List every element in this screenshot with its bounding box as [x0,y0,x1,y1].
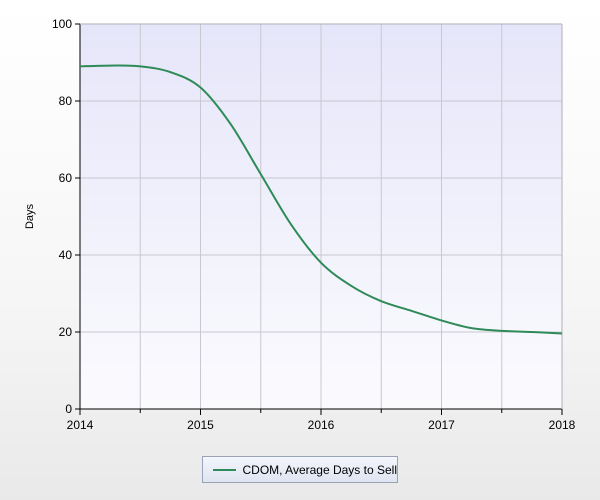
x-tick-label: 2017 [428,418,455,432]
x-tick-label: 2018 [549,418,576,432]
y-tick-label: 80 [59,94,73,108]
axes [75,23,563,415]
series-line [79,64,563,335]
gridlines [80,23,563,409]
y-tick-label: 100 [52,17,72,31]
y-tick-label: 20 [59,325,73,339]
x-tick-label: 2015 [187,418,214,432]
legend-label: CDOM, Average Days to Sell [242,462,397,477]
x-tick-label: 2014 [67,418,94,432]
series-layer [79,64,563,335]
x-tick-label: 2016 [308,418,335,432]
legend: CDOM, Average Days to Sell [202,456,398,483]
y-tick-label: 0 [65,402,72,416]
y-axis-title: Days [24,203,36,229]
y-tick-label: 60 [59,171,73,185]
y-tick-label: 40 [59,248,73,262]
legend-swatch [213,468,237,471]
tick-labels: 0 20 40 60 80 100 2014 2015 2016 2017 2018 [52,17,576,432]
